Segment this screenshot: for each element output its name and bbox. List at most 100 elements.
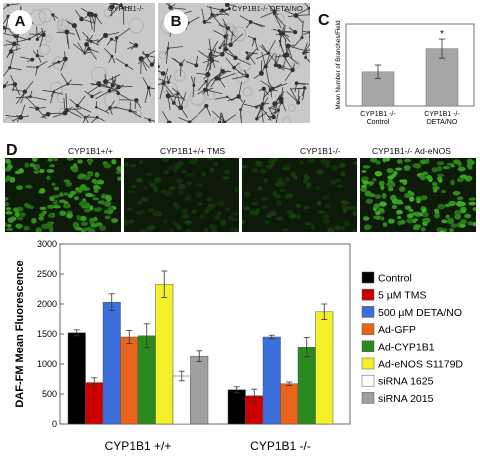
cell-branch — [268, 101, 282, 109]
cell-branch — [275, 54, 281, 66]
fluor-cell — [361, 169, 367, 173]
fluor-cell — [33, 170, 40, 174]
fluor-cell — [382, 158, 387, 163]
cell-branch — [212, 13, 229, 16]
fluor-caption-3: CYP1B1-/- — [300, 146, 341, 156]
fluor-cell — [47, 213, 55, 218]
cell-branch — [260, 11, 275, 19]
fluor-cell — [65, 181, 73, 187]
fluor-cell — [362, 165, 371, 169]
cell-branch — [283, 33, 291, 43]
fluor-cell — [116, 166, 121, 171]
cell-branch — [251, 39, 255, 47]
fluor-cell — [124, 162, 129, 167]
cell-branch — [221, 112, 225, 123]
fluor-caption-1: CYP1B1+/+ — [68, 146, 113, 156]
cell-branch — [149, 119, 151, 123]
fluor-cell — [66, 212, 73, 219]
cell-branch — [84, 117, 89, 123]
cell-branch — [144, 87, 150, 103]
cell-branch — [16, 36, 19, 51]
cell-branch — [277, 101, 282, 112]
fluor-cell — [283, 164, 291, 169]
fluor-cell — [448, 218, 455, 224]
cell-branch — [7, 3, 20, 6]
cell-branch — [218, 24, 229, 29]
cell-branch — [9, 67, 22, 71]
panel-a-letter: A — [8, 10, 32, 34]
fluor-cell — [127, 189, 135, 194]
cell-branch — [287, 15, 297, 18]
cell-branch — [196, 72, 208, 75]
fluor-cell — [405, 205, 412, 211]
y-tick-label: 1500 — [37, 329, 57, 339]
fluor-cell — [467, 166, 473, 170]
cell-branch — [96, 116, 105, 122]
cell-branch — [87, 85, 100, 95]
fluor-cell — [433, 213, 440, 219]
cell-branch — [158, 70, 164, 74]
bead — [57, 24, 67, 34]
cell-branch — [60, 58, 66, 72]
fluor-cell — [24, 202, 29, 208]
cell-body — [279, 100, 284, 104]
cell-branch — [227, 28, 236, 38]
bar — [137, 335, 156, 425]
fluor-cell — [373, 203, 381, 209]
cell-branch — [25, 96, 31, 99]
legend-swatch — [361, 271, 375, 284]
cell-branch — [287, 45, 293, 60]
legend-label: Ad-eNOS S1179D — [378, 359, 463, 371]
fluor-cell — [221, 158, 228, 162]
bead — [128, 17, 144, 34]
fluor-cell — [63, 179, 70, 183]
bar — [102, 301, 121, 425]
fluor-cell — [257, 186, 263, 191]
fluor-cell — [386, 167, 394, 174]
fluor-cell — [181, 214, 190, 219]
cell-branch — [235, 57, 251, 66]
fluor-cell — [161, 158, 170, 163]
cell-body — [166, 80, 170, 84]
fluor-cell — [149, 182, 157, 188]
fluor-cell — [99, 225, 107, 231]
fluor-cell — [433, 188, 438, 193]
fluor-cell — [304, 175, 311, 180]
cell-branch — [206, 87, 214, 91]
cell-branch — [238, 81, 243, 97]
cell-branch — [77, 95, 86, 106]
fluor-cell — [409, 196, 415, 202]
fluor-cell — [216, 211, 222, 215]
fluor-cell — [93, 188, 99, 193]
cell-branch — [48, 112, 66, 114]
cell-branch — [114, 106, 131, 112]
fluor-cell — [441, 219, 448, 224]
cell-branch — [64, 51, 66, 60]
cell-branch — [250, 21, 264, 28]
fluor-cell — [334, 225, 342, 231]
cell-branch — [303, 42, 310, 54]
fluor-cell — [387, 175, 394, 180]
cell-branch — [279, 33, 282, 47]
cell-branch — [269, 108, 279, 111]
fluor-cell — [368, 193, 376, 198]
cell-branch — [24, 81, 34, 92]
cell-branch — [143, 117, 150, 121]
fluor-cell — [6, 164, 13, 169]
fluor-cell — [224, 169, 231, 175]
fluor-cell — [91, 178, 98, 184]
cell-branch — [106, 38, 112, 46]
cell-branch — [105, 107, 111, 112]
cell-branch — [240, 109, 242, 123]
fluor-cell — [382, 222, 388, 227]
cell-branch — [213, 30, 226, 37]
cell-branch — [137, 55, 148, 65]
fluor-cell — [249, 209, 256, 216]
cell-branch — [105, 81, 108, 87]
cell-branch — [98, 83, 113, 89]
fluor-cell — [31, 217, 37, 224]
fluor-cell — [365, 198, 373, 204]
cell-branch — [292, 37, 303, 49]
fluor-cell — [262, 205, 268, 209]
fluor-cell — [299, 160, 304, 165]
